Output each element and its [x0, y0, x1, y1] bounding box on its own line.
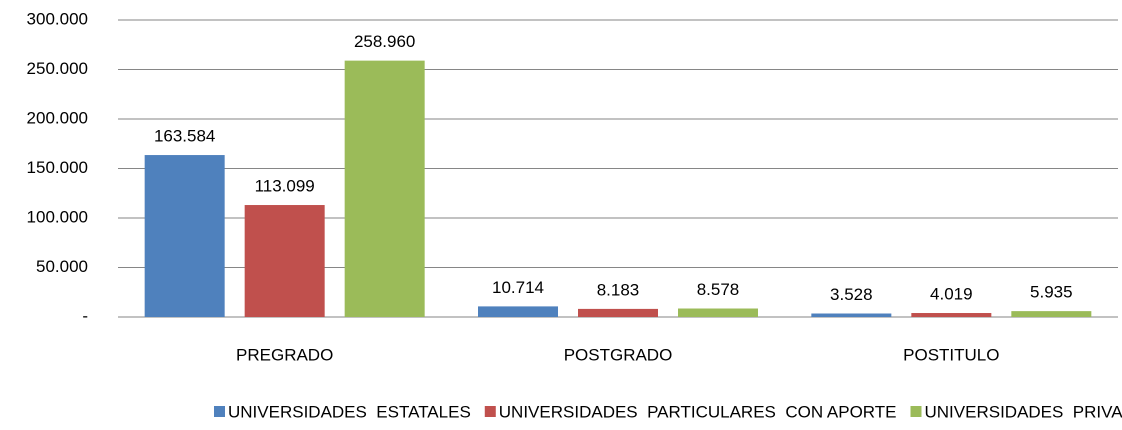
y-tick-label: -	[82, 306, 88, 325]
data-label: 258.960	[354, 32, 415, 51]
data-label: 3.528	[830, 285, 873, 304]
data-label: 10.714	[492, 278, 544, 297]
y-tick-label: 300.000	[27, 9, 88, 28]
data-label: 4.019	[930, 285, 973, 304]
data-label: 163.584	[154, 127, 215, 146]
legend-label: UNIVERSIDADES PARTICULARES CON APORTE	[499, 402, 897, 421]
bar	[911, 313, 992, 317]
legend-swatch	[214, 406, 225, 417]
bar	[1011, 311, 1092, 317]
bar	[678, 308, 758, 317]
x-tick-label: POSTITULO	[903, 345, 999, 364]
bar	[144, 155, 225, 317]
y-tick-label: 50.000	[36, 257, 88, 276]
x-tick-label: POSTGRADO	[564, 345, 673, 364]
y-tick-label: 100.000	[27, 207, 88, 226]
y-tick-label: 150.000	[27, 158, 88, 177]
data-label: 8.183	[597, 280, 640, 299]
bar	[344, 60, 425, 317]
x-tick-label: PREGRADO	[236, 345, 333, 364]
bar	[478, 306, 558, 317]
legend-swatch	[484, 406, 496, 417]
legend-label: UNIVERSIDADES ESTATALES	[228, 402, 471, 421]
legend-label: UNIVERSIDADES PRIVADAS	[925, 402, 1122, 421]
bar	[244, 205, 325, 317]
y-tick-label: 200.000	[27, 108, 88, 127]
data-label: 8.578	[697, 280, 740, 299]
legend-swatch	[910, 406, 922, 417]
data-label: 5.935	[1030, 283, 1073, 302]
y-tick-label: 250.000	[27, 59, 88, 78]
data-label: 113.099	[255, 177, 315, 196]
bar	[578, 308, 658, 317]
bar	[811, 313, 892, 317]
